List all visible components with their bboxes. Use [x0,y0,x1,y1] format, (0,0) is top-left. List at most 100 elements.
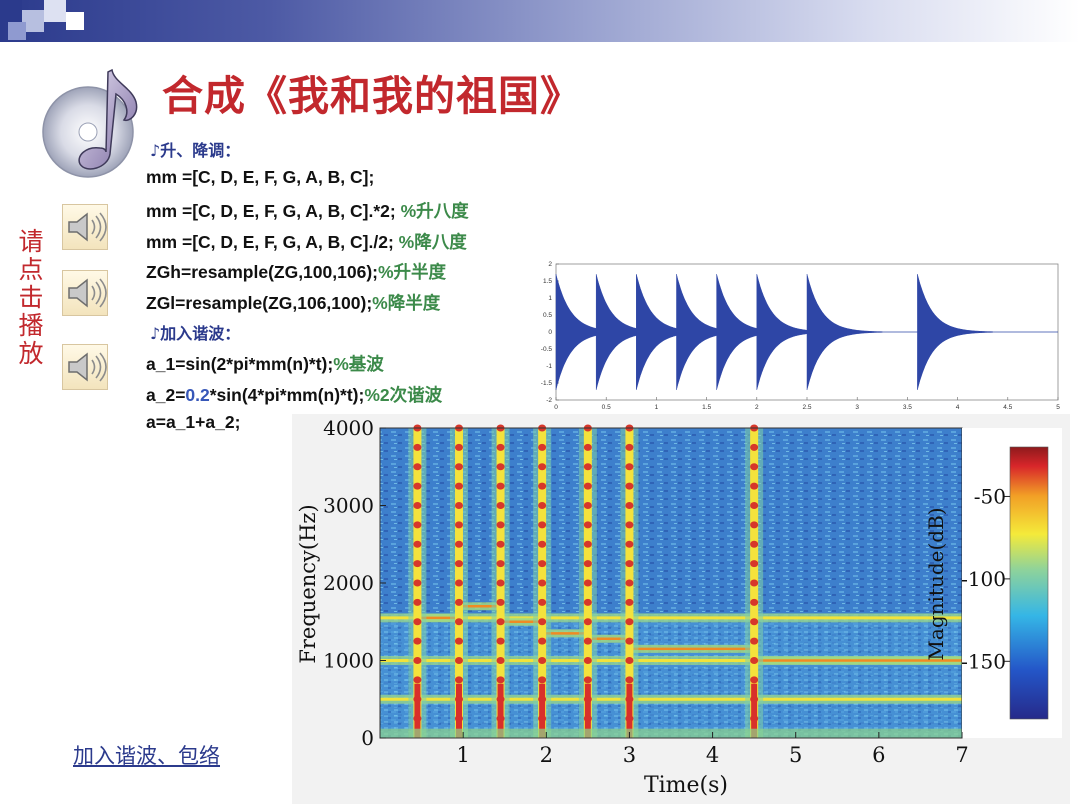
onset-peak [496,463,505,471]
code-comment: %降半度 [372,293,441,313]
code-text: mm =[C, D, E, F, G, A, B, C].*2; [146,201,401,221]
colorbar-tick-label: -150 [961,649,1006,673]
onset-peak [413,540,422,548]
code-text: ZGh=resample(ZG,100,106); [146,262,378,282]
onset-peak [413,560,422,568]
x-tick-label: 4 [956,404,960,411]
speaker-icon [68,278,107,308]
x-tick-label: 5 [789,743,802,767]
code-comment: %基波 [333,354,384,374]
onset-peak [538,540,547,548]
code-text: a_2= [146,385,186,405]
onset-peak [496,598,505,606]
onset-peak [454,637,463,645]
code-text: mm =[C, D, E, F, G, A, B, C]; [146,167,375,187]
onset-peak [538,657,547,664]
onset-peak [413,463,422,471]
low-frequency-floor [380,728,962,738]
spectrogram-panel: 1 2 3 4 5 6 7 0 1000 2000 3000 4000 -50 -100 -150 Time… [292,414,1070,804]
x-tick-label: 0 [554,404,558,411]
section-heading-harmonics: ♪加入谐波： [150,324,241,343]
play-audio-button-2[interactable] [62,270,108,316]
code-comment: %升八度 [400,201,469,221]
onset-peak [750,540,759,548]
code-text: a_1=sin(2*pi*mm(n)*t); [146,354,334,374]
onset-peak [750,657,759,664]
onset-peak [538,482,547,490]
y-tick-label: -1 [546,363,552,370]
onset-peak [538,521,547,529]
colorbar-tick-label: -50 [974,484,1006,508]
onset-low-peak [751,683,758,738]
play-hint-char: 请 [18,227,44,256]
onset-peak [496,560,505,568]
onset-peak [583,637,592,645]
code-line: a=a_1+a_2; [146,412,240,433]
x-tick-label: 3 [855,404,859,411]
x-tick-label: 0.5 [602,404,611,411]
onset-peak [454,521,463,529]
onset-peak [625,637,634,645]
onset-peak [496,502,505,509]
onset-peak [538,618,547,626]
deco-square [8,22,26,40]
deco-square [66,12,84,30]
add-harmonics-envelope-link[interactable]: 加入谐波、包络 [73,744,220,768]
x-axis-label: Time(s) [644,773,728,798]
title-bar-gradient [0,0,1080,42]
play-hint-char: 播 [18,311,44,340]
onset-peak [625,598,634,606]
y-axis-label: Frequency(Hz) [296,504,320,663]
onset-peak [454,598,463,606]
code-line: ZGl=resample(ZG,106,100);%降半度 [146,290,440,315]
onset-peak [538,502,547,509]
onset-peak [454,618,463,626]
onset-low-peak [414,683,421,738]
code-line: ZGh=resample(ZG,100,106);%升半度 [146,259,446,284]
y-tick-label: 0.5 [543,312,552,319]
deco-square [22,10,44,32]
code-line: mm =[C, D, E, F, G, A, B, C]./2; %降八度 [146,229,467,254]
onset-peak [750,560,759,568]
onset-peak [625,618,634,626]
code-comment: %降八度 [398,232,467,252]
x-tick-label: 3.5 [903,404,912,411]
onset-peak [413,676,422,684]
onset-peak [538,463,547,471]
play-audio-button-1[interactable] [62,204,108,250]
onset-peak [750,463,759,471]
x-tick-label: 1 [655,404,659,411]
code-number: 0.2 [185,385,210,405]
onset-peak [625,560,634,568]
code-line: a_2=0.2*sin(4*pi*mm(n)*t);%2次谐波 [146,382,442,407]
play-audio-button-3[interactable] [62,344,108,390]
y-tick-label: -0.5 [541,346,553,353]
onset-peak [750,579,759,587]
onset-peak [454,560,463,568]
onset-peak [454,443,463,451]
onset-peak [413,637,422,645]
code-comment: %2次谐波 [364,385,443,405]
onset-low-peak [539,683,546,738]
x-tick-label: 2 [540,743,553,767]
code-text: ZGl=resample(ZG,106,100); [146,293,373,313]
x-tick-label: 4.5 [1003,404,1012,411]
onset-peak [583,676,592,684]
code-line: mm =[C, D, E, F, G, A, B, C].*2; %升八度 [146,198,469,223]
music-note-icon [42,68,138,178]
onset-peak [496,657,505,664]
x-tick-label: 7 [955,743,968,767]
onset-peak [538,579,547,587]
colorbar-tick-label: -100 [961,567,1006,591]
onset-peak [583,540,592,548]
onset-peak [496,637,505,645]
colorbar [1009,446,1049,720]
y-tick-label: 4000 [323,416,374,440]
play-hint-char: 放 [18,339,44,368]
play-hint-char: 点 [18,255,44,284]
onset-peak [496,540,505,548]
y-tick-label: 3000 [323,494,374,518]
onset-peak [583,579,592,587]
onset-low-peak [455,683,462,738]
onset-peak [413,502,422,509]
